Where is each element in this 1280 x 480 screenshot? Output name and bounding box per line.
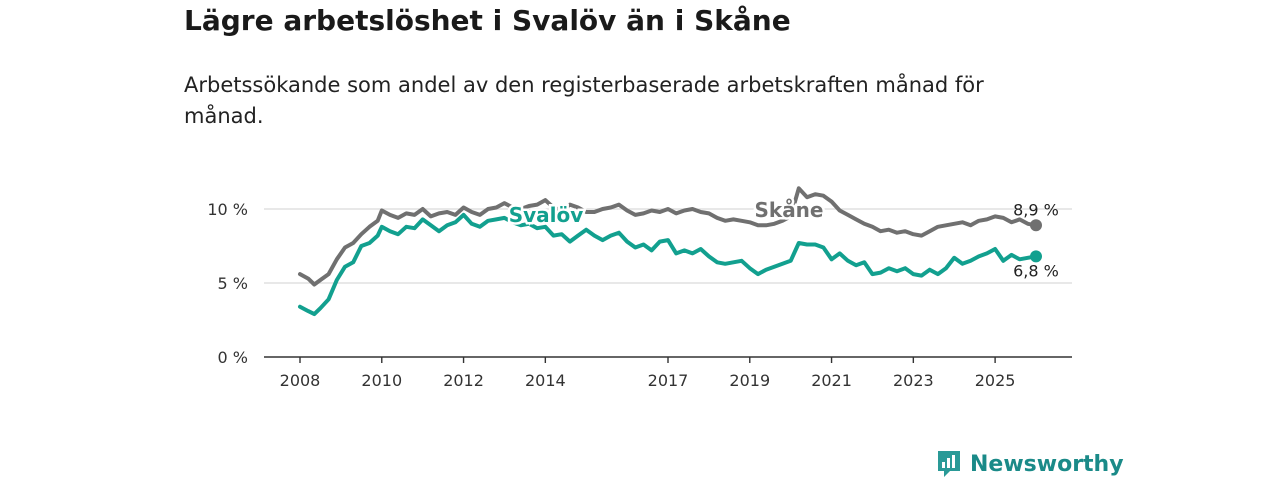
- end-label-svalov: 6,8 %: [1013, 261, 1059, 280]
- brand-name: Newsworthy: [970, 451, 1124, 477]
- newsworthy-logo[interactable]: Newsworthy: [936, 448, 1124, 480]
- series-line-skane: [298, 186, 1038, 287]
- label-layer: 8,9 % 6,8 % Skåne Svalöv: [506, 196, 1059, 281]
- x-tick-label: 2021: [811, 371, 852, 390]
- chart-title: Lägre arbetslöshet i Svalöv än i Skåne: [184, 4, 791, 37]
- x-tick-label: 2019: [729, 371, 770, 390]
- newsworthy-icon: [938, 451, 960, 477]
- y-tick-label: 0 %: [218, 348, 248, 367]
- x-tick-label: 2025: [975, 371, 1016, 390]
- end-label-skane: 8,9 %: [1013, 200, 1059, 219]
- end-point-svalov: [1030, 250, 1042, 263]
- series-label-skane: Skåne: [754, 198, 823, 222]
- x-tick-label: 2023: [893, 371, 934, 390]
- x-tick-label: 2008: [280, 371, 321, 390]
- y-tick-label: 5 %: [218, 274, 248, 293]
- x-tick-label: 2014: [525, 371, 566, 390]
- chart-subtitle: Arbetssökande som andel av den registerb…: [184, 73, 984, 128]
- axis-layer: 0 % 5 % 10 % 2008 2010 2012 2014 2017 2019 2021 20…: [207, 200, 1072, 390]
- series-label-svalov: Svalöv: [509, 203, 584, 227]
- x-tick-label: 2012: [443, 371, 484, 390]
- series-layer: [298, 186, 1042, 317]
- grid-layer: [264, 208, 1072, 284]
- x-tick-label: 2017: [648, 371, 689, 390]
- x-tick-label: 2010: [361, 371, 402, 390]
- y-tick-label: 10 %: [207, 200, 248, 219]
- series-line-svalov: [298, 212, 1038, 317]
- end-point-skane: [1030, 219, 1042, 232]
